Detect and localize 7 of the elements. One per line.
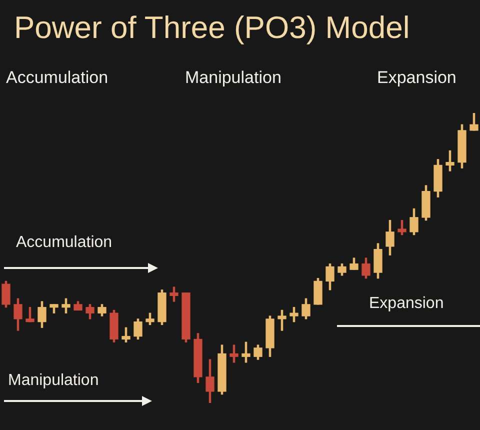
annotation: Expansion <box>369 295 444 313</box>
text: Manipulation <box>185 68 282 88</box>
annotation: Manipulation <box>8 372 99 390</box>
chart-title: Power of Three (PO3) Model <box>14 10 410 46</box>
text: Expansion <box>377 68 456 88</box>
text: Accumulation <box>6 68 108 88</box>
annotation: Accumulation <box>16 234 112 252</box>
